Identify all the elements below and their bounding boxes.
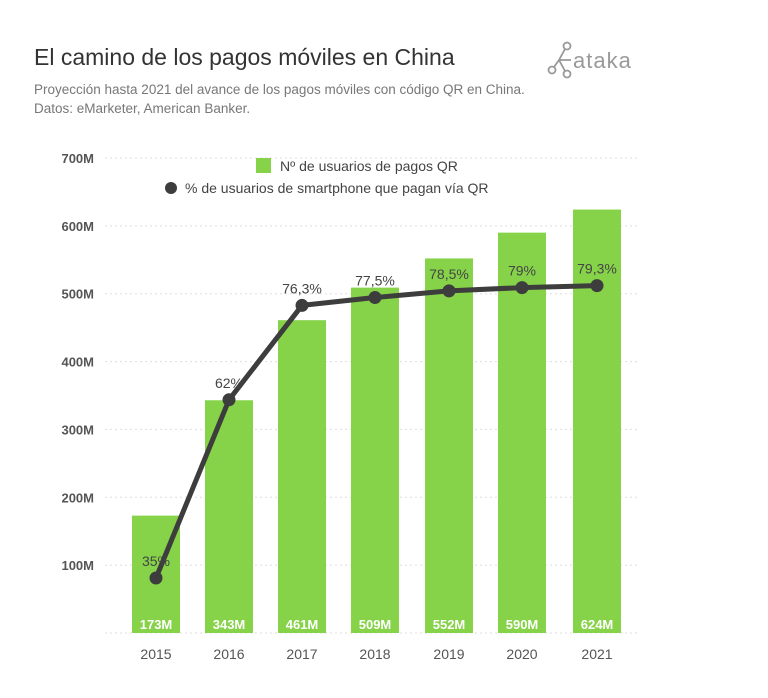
line-point: [442, 284, 456, 298]
bar: [351, 287, 399, 633]
bar-value-label: 173M: [140, 617, 173, 632]
line-point: [515, 281, 529, 295]
y-tick-label: 400M: [61, 355, 94, 370]
point-label: 76,3%: [282, 280, 322, 296]
x-tick-label: 2017: [286, 646, 317, 662]
x-tick-label: 2018: [359, 646, 390, 662]
line-point: [295, 298, 309, 312]
legend: Nº de usuarios de pagos QR % de usuarios…: [165, 158, 489, 196]
bar-value-label: 461M: [286, 617, 319, 632]
point-label: 78,5%: [429, 266, 469, 282]
y-tick-label: 600M: [61, 219, 94, 234]
point-label: 62%: [215, 375, 243, 391]
legend-bar-label: Nº de usuarios de pagos QR: [280, 158, 458, 174]
x-tick-label: 2019: [433, 646, 464, 662]
point-label: 77,5%: [355, 273, 395, 289]
line-point: [368, 291, 382, 304]
line-point: [149, 571, 163, 585]
bar-value-label: 624M: [581, 617, 614, 632]
x-tick-label: 2015: [140, 646, 171, 662]
x-tick-label: 2021: [581, 646, 612, 662]
chart-subtitle: Proyección hasta 2021 del avance de los …: [34, 82, 525, 116]
y-tick-label: 700M: [61, 151, 94, 166]
logo-text: ataka: [573, 48, 632, 73]
point-label: 79%: [508, 263, 536, 279]
legend-bar-swatch: [256, 158, 271, 173]
chart-title: El camino de los pagos móviles en China: [34, 44, 455, 70]
bar-value-label: 590M: [506, 617, 539, 632]
x-tick-label: 2020: [506, 646, 537, 662]
legend-line-swatch: [165, 182, 177, 194]
bar: [498, 232, 546, 633]
y-tick-label: 200M: [61, 490, 94, 505]
x-tick-label: 2016: [213, 646, 244, 662]
y-tick-label: 500M: [61, 287, 94, 302]
xataka-logo-icon: ataka: [547, 41, 632, 79]
y-tick-label: 100M: [61, 558, 94, 573]
point-label: 35%: [142, 553, 170, 569]
bar: [425, 258, 473, 633]
bar-value-label: 509M: [359, 617, 392, 632]
line-point: [590, 279, 604, 293]
point-label: 79,3%: [577, 261, 617, 277]
bar-value-label: 343M: [213, 617, 246, 632]
line-point: [222, 393, 236, 407]
bar: [278, 320, 326, 633]
y-tick-label: 300M: [61, 422, 94, 437]
bar-value-label: 552M: [433, 617, 466, 632]
legend-line-label: % de usuarios de smartphone que pagan ví…: [185, 180, 489, 196]
